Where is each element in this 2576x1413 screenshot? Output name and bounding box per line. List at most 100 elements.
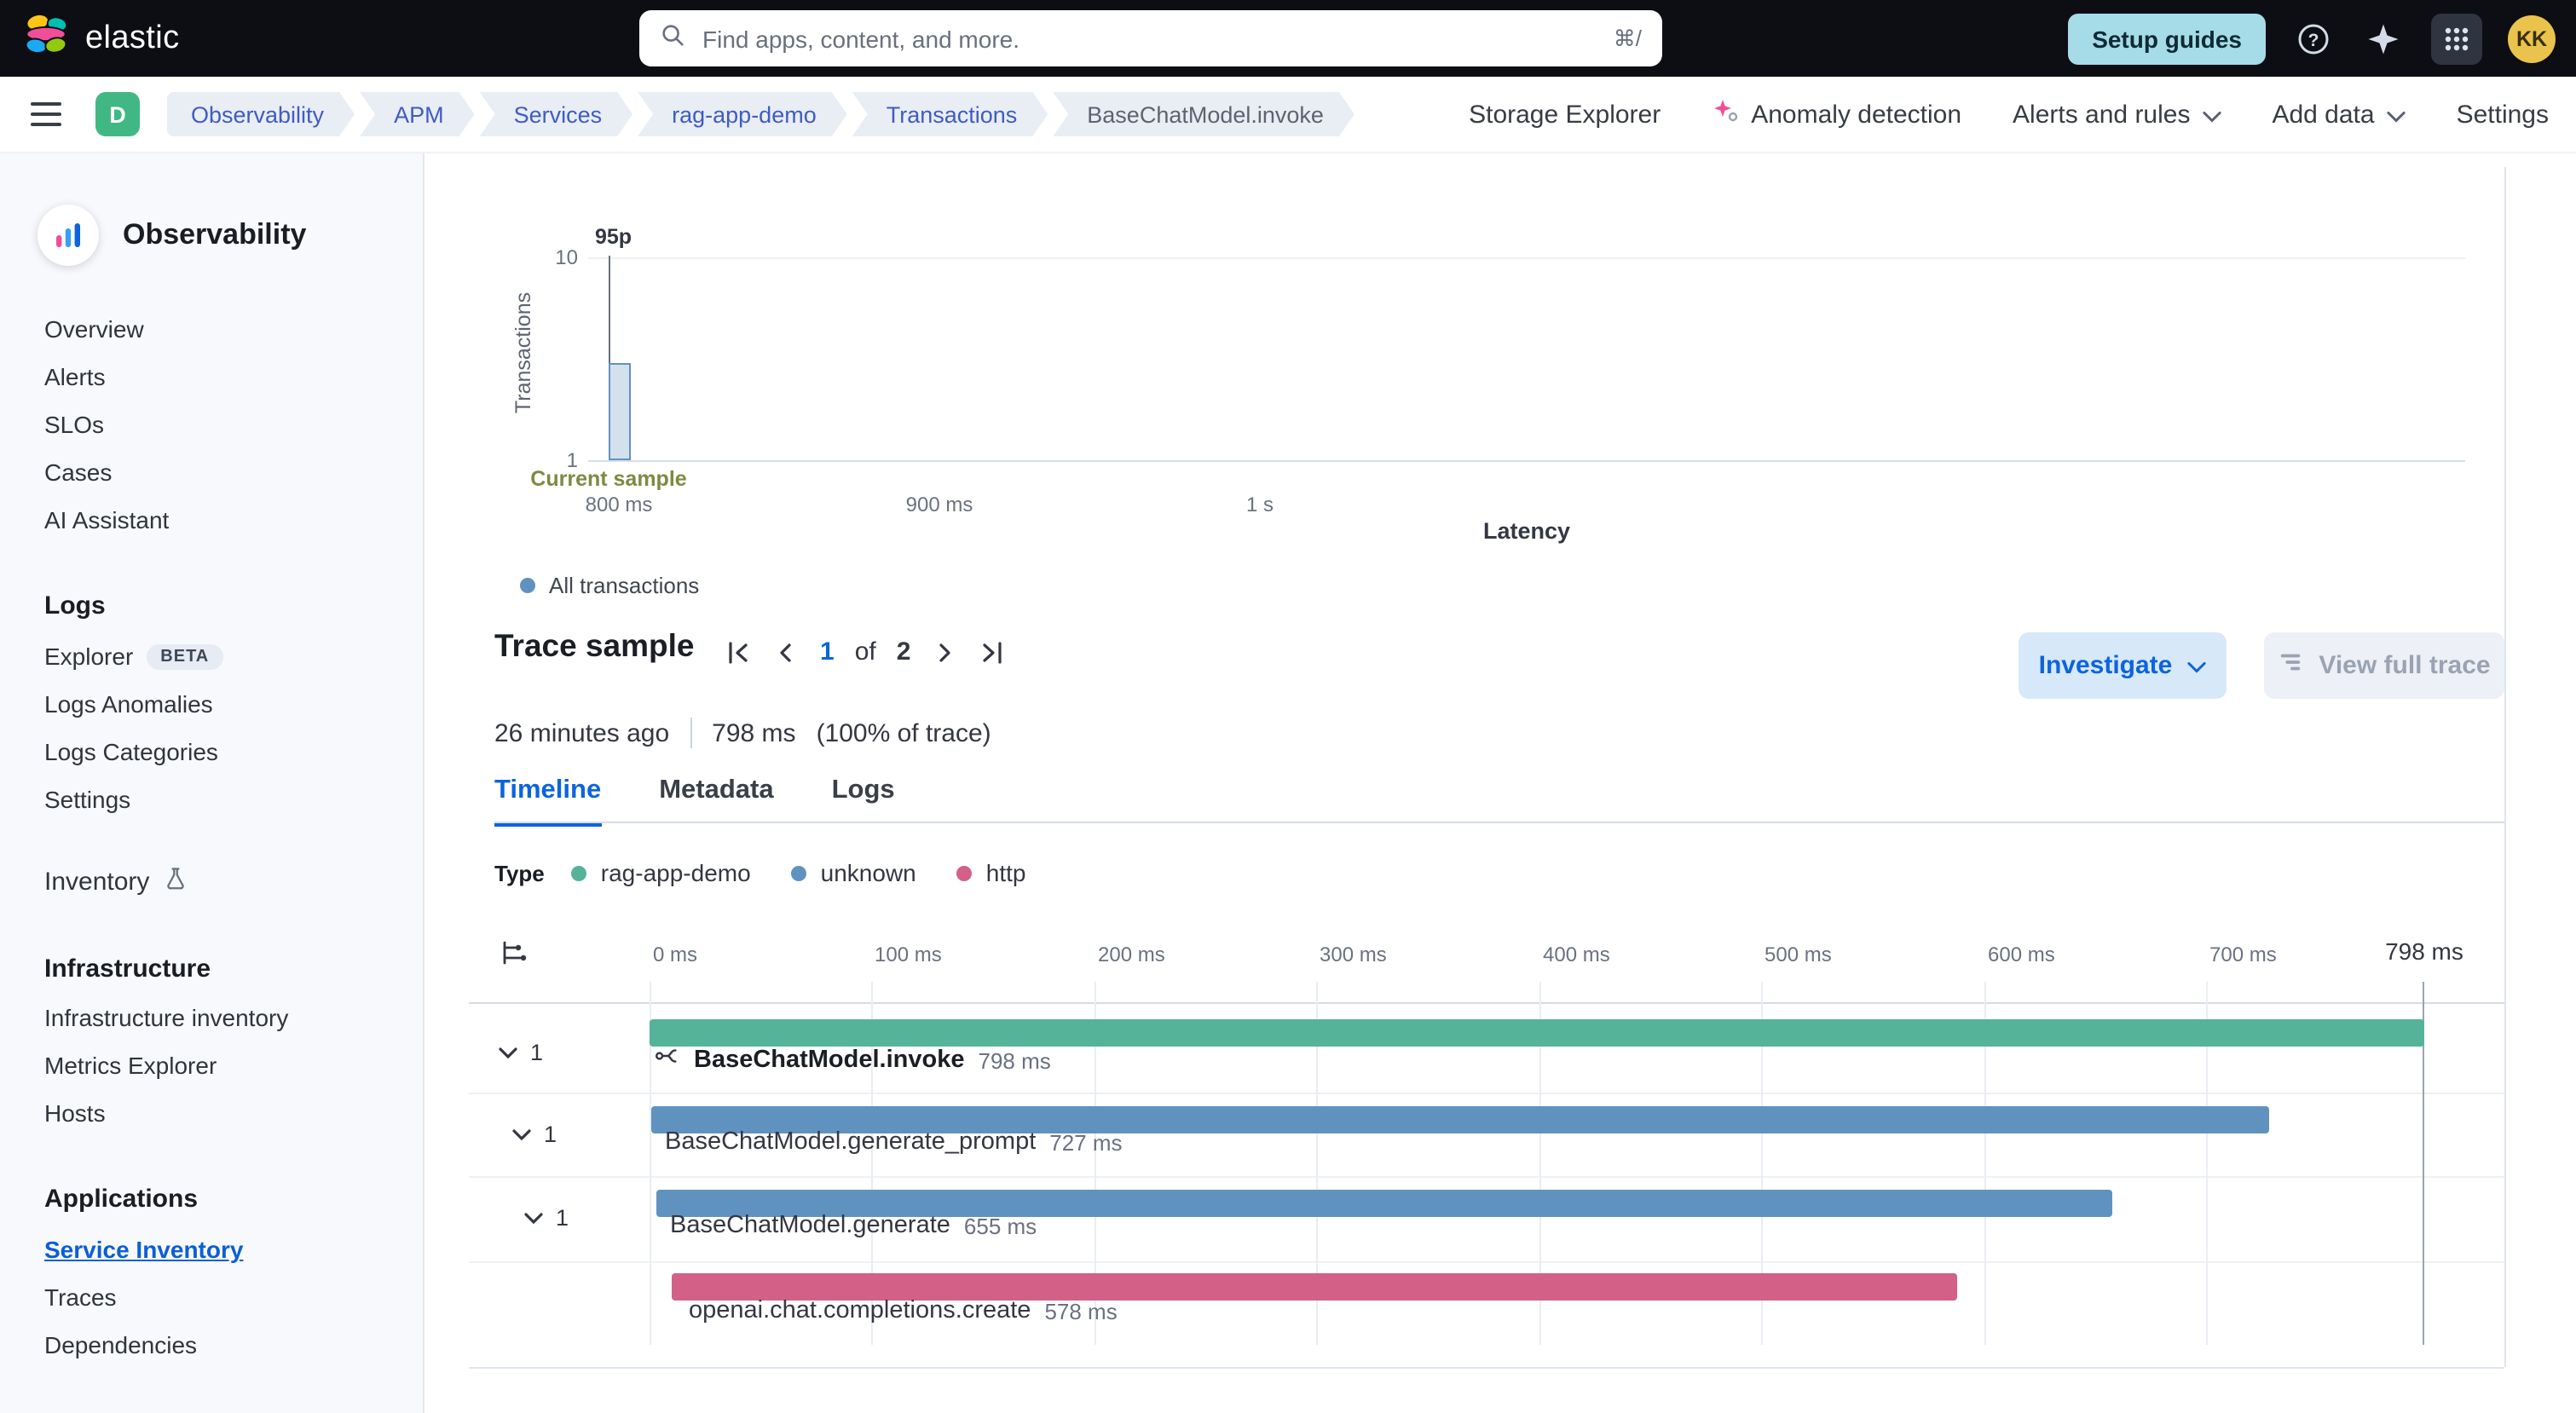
tab-metadata[interactable]: Metadata xyxy=(659,776,774,805)
sidebar-item-cases[interactable]: Cases xyxy=(44,459,113,486)
global-search[interactable]: ⌘/ xyxy=(639,10,1662,66)
help-icon[interactable]: ? xyxy=(2291,16,2336,61)
sidebar-item-logs-categories[interactable]: Logs Categories xyxy=(44,738,218,765)
panel-bottom-border xyxy=(469,1367,2504,1369)
sidebar-item-ai-assistant[interactable]: AI Assistant xyxy=(44,506,170,533)
waterfall-gridline xyxy=(1316,982,1318,1345)
add-data-menu[interactable]: Add data xyxy=(2272,100,2406,129)
breadcrumb-services[interactable]: Services xyxy=(480,92,633,136)
explorer-label: Explorer xyxy=(44,643,134,670)
page-of-label: of xyxy=(854,637,876,666)
chevron-down-icon xyxy=(511,1122,532,1147)
inventory-label: Inventory xyxy=(44,867,150,896)
row-collapse-toggle[interactable]: 1 xyxy=(523,1205,569,1231)
sidebar-item-logs-anomalies[interactable]: Logs Anomalies xyxy=(44,690,213,718)
view-full-trace-button[interactable]: View full trace xyxy=(2264,632,2504,699)
waterfall-tree-icon[interactable] xyxy=(500,937,530,973)
search-icon xyxy=(660,21,685,55)
sidebar-item-slos[interactable]: SLOs xyxy=(44,411,105,438)
span-bar-basechatmodel-invoke[interactable] xyxy=(650,1019,2424,1047)
search-input[interactable] xyxy=(699,23,1600,54)
waterfall-tick-400: 400 ms xyxy=(1543,943,1610,966)
alerts-and-rules-label: Alerts and rules xyxy=(2013,100,2191,129)
settings-link[interactable]: Settings xyxy=(2457,100,2549,129)
breadcrumb-transactions[interactable]: Transactions xyxy=(852,92,1048,136)
waterfall-axis-separator xyxy=(469,1002,2504,1004)
sidebar-item-inventory[interactable]: Inventory xyxy=(0,857,423,905)
type-entry-label: unknown xyxy=(820,859,916,886)
first-page-icon[interactable] xyxy=(725,638,752,666)
user-avatar[interactable]: KK xyxy=(2508,14,2556,62)
panel-right-border xyxy=(2504,167,2506,1367)
span-label-openai-chat-completions-create[interactable]: openai.chat.completions.create 578 ms xyxy=(689,1297,1118,1324)
trace-tabs: Timeline Metadata Logs xyxy=(494,776,895,827)
top-bar: elastic ⌘/ Setup guides ? xyxy=(0,0,2576,77)
breadcrumb-apm[interactable]: APM xyxy=(360,92,475,136)
current-page-number[interactable]: 1 xyxy=(820,637,835,666)
menu-icon[interactable] xyxy=(31,102,61,126)
ai-assistant-icon[interactable] xyxy=(2361,16,2406,61)
span-label-basechatmodel-generate-prompt[interactable]: BaseChatModel.generate_prompt 727 ms xyxy=(665,1128,1123,1156)
span-label-basechatmodel-invoke[interactable]: BaseChatModel.invoke 798 ms xyxy=(655,1043,1051,1077)
anomaly-detection-link[interactable]: Anomaly detection xyxy=(1712,97,1961,131)
chart-legend-all-transactions[interactable]: All transactions xyxy=(520,573,699,598)
span-bar-basechatmodel-generate-prompt[interactable] xyxy=(651,1106,2269,1133)
sidebar-primary-nav: Overview Alerts SLOs Cases AI Assistant xyxy=(0,305,423,544)
sidebar-item-alerts[interactable]: Alerts xyxy=(44,363,106,390)
waterfall-tick-200: 200 ms xyxy=(1098,943,1165,966)
trace-icon xyxy=(2278,649,2303,682)
sidebar-logs-nav: Explorer BETA Logs Anomalies Logs Catego… xyxy=(0,632,423,823)
investigate-button[interactable]: Investigate xyxy=(2019,632,2227,699)
main-content: Transactions 10 1 95p 800 ms 900 ms 1 s … xyxy=(425,153,2576,1413)
beta-badge: BETA xyxy=(147,643,223,669)
view-full-trace-label: View full trace xyxy=(2319,651,2491,680)
sidebar-item-service-inventory[interactable]: Service Inventory xyxy=(0,1226,423,1273)
sidebar-title: Observability xyxy=(123,218,307,251)
type-legend-title: Type xyxy=(494,860,545,885)
latency-chart-y-axis-label: Transactions xyxy=(511,291,535,414)
child-count: 1 xyxy=(530,1040,544,1065)
row-collapse-toggle[interactable]: 1 xyxy=(511,1122,557,1147)
latency-histogram-bar[interactable] xyxy=(609,363,631,460)
row-collapse-toggle[interactable]: 1 xyxy=(498,1040,543,1065)
elastic-brand[interactable]: elastic xyxy=(0,12,180,65)
add-data-label: Add data xyxy=(2272,100,2375,129)
span-bar-basechatmodel-generate[interactable] xyxy=(656,1190,2113,1217)
sidebar-infrastructure-nav: Infrastructure inventory Metrics Explore… xyxy=(0,994,423,1137)
sidebar-item-overview[interactable]: Overview xyxy=(44,315,144,343)
sidebar-item-logs-settings[interactable]: Settings xyxy=(44,786,131,813)
last-page-icon[interactable] xyxy=(979,638,1006,666)
span-name: BaseChatModel.invoke xyxy=(694,1047,965,1074)
apps-grid-icon[interactable] xyxy=(2431,13,2482,64)
x-tick-900ms: 900 ms xyxy=(905,493,973,516)
type-entry-unknown[interactable]: unknown xyxy=(791,859,916,886)
type-entry-rag-app-demo[interactable]: rag-app-demo xyxy=(571,859,751,886)
sidebar-item-explorer[interactable]: Explorer BETA xyxy=(0,632,423,680)
sidebar-item-traces[interactable]: Traces xyxy=(44,1283,117,1311)
brand-wordmark: elastic xyxy=(85,20,180,55)
sidebar-item-metrics-explorer[interactable]: Metrics Explorer xyxy=(44,1052,217,1079)
tab-timeline[interactable]: Timeline xyxy=(494,776,602,827)
sidebar-section-infrastructure: Infrastructure xyxy=(44,954,211,983)
type-entry-http[interactable]: http xyxy=(956,859,1025,886)
storage-explorer-link[interactable]: Storage Explorer xyxy=(1469,100,1661,129)
next-page-icon[interactable] xyxy=(931,638,958,666)
alerts-and-rules-menu[interactable]: Alerts and rules xyxy=(2013,100,2221,129)
chevron-down-icon xyxy=(2187,651,2207,680)
setup-guides-button[interactable]: Setup guides xyxy=(2068,13,2266,64)
tab-logs[interactable]: Logs xyxy=(831,776,895,805)
sidebar-item-dependencies[interactable]: Dependencies xyxy=(44,1331,198,1358)
waterfall-gridline xyxy=(1095,982,1096,1345)
sidebar-item-infrastructure-inventory[interactable]: Infrastructure inventory xyxy=(44,1004,289,1031)
span-label-basechatmodel-generate[interactable]: BaseChatModel.generate 655 ms xyxy=(670,1212,1037,1239)
row-separator xyxy=(469,1093,2504,1094)
breadcrumb-service-name[interactable]: rag-app-demo xyxy=(638,92,847,136)
span-bar-openai-chat-completions-create[interactable] xyxy=(672,1273,1958,1301)
legend-dot-icon xyxy=(520,578,535,593)
anomaly-detection-icon xyxy=(1712,97,1739,131)
space-badge[interactable]: D xyxy=(95,92,140,136)
previous-page-icon[interactable] xyxy=(772,638,800,666)
sidebar-item-hosts[interactable]: Hosts xyxy=(44,1099,106,1127)
breadcrumb-observability[interactable]: Observability xyxy=(167,92,355,136)
meta-divider xyxy=(690,718,692,748)
